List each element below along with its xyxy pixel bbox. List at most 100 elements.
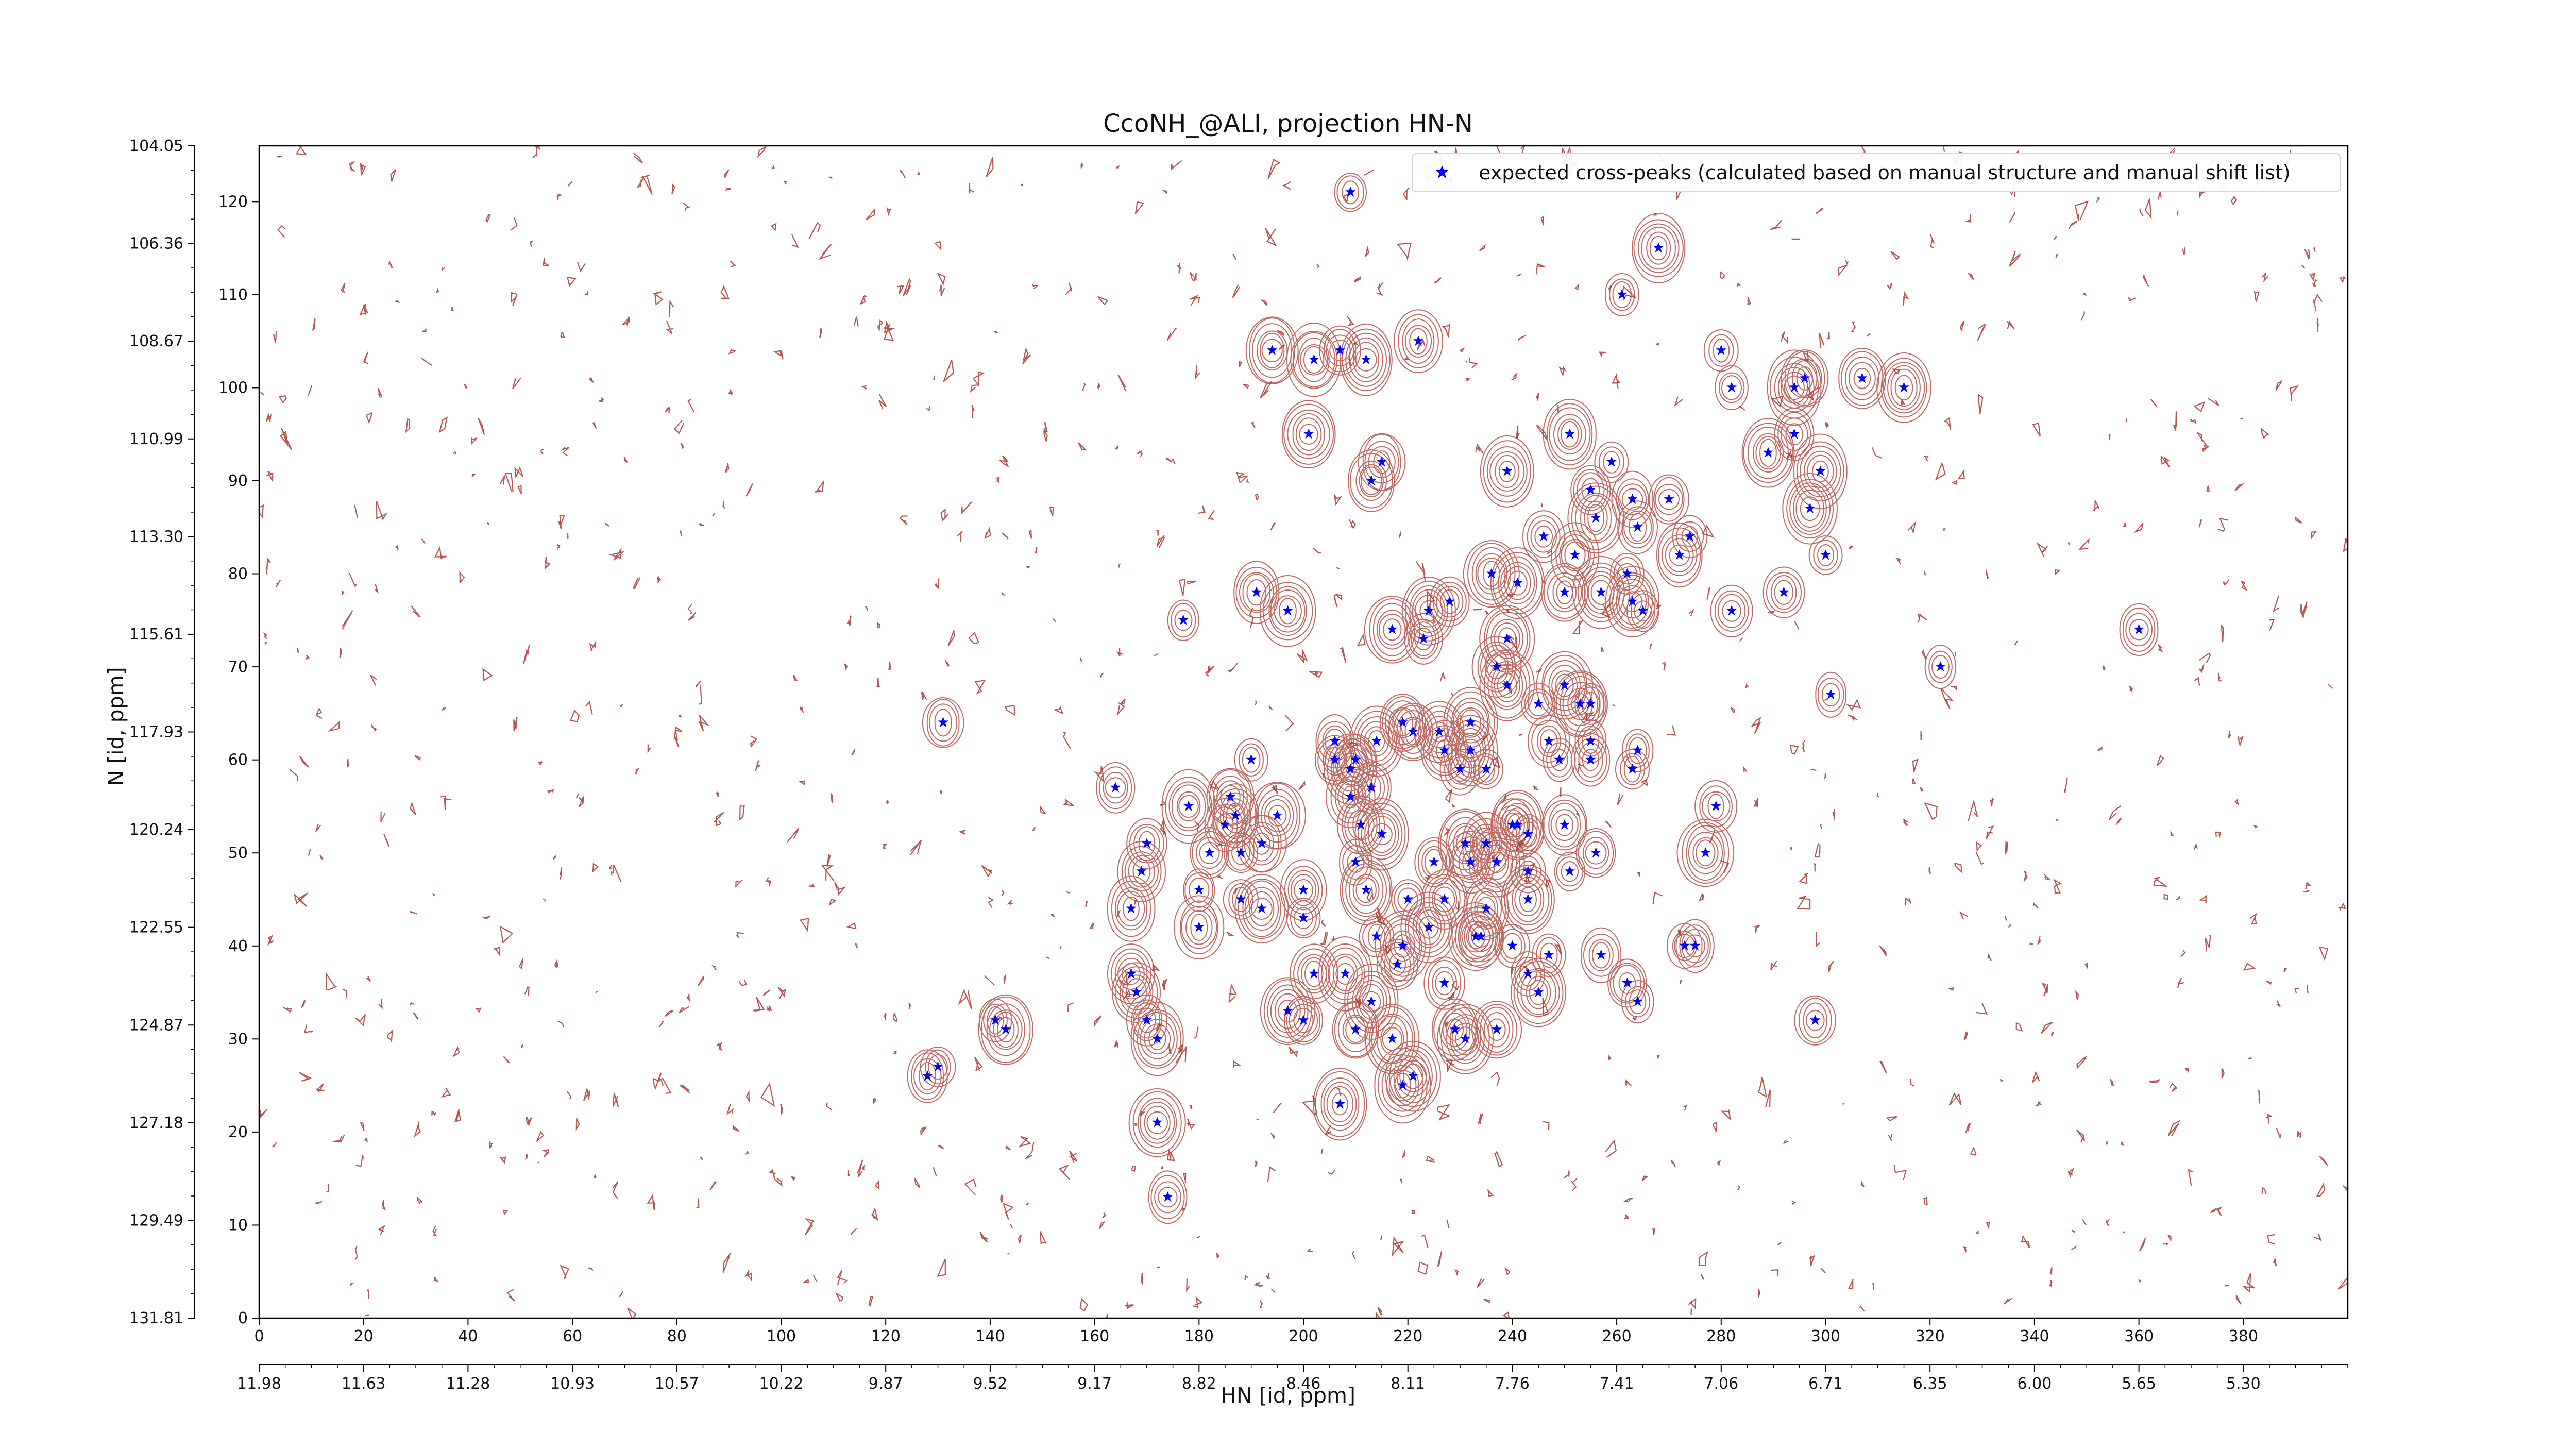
y-ppm-tick-label: 127.18 [129,1114,183,1132]
cross-peak-marker [1455,763,1465,774]
x-ppm-tick-label: 9.87 [869,1375,903,1393]
legend: expected cross-peaks (calculated based o… [1412,153,2341,192]
x-ppm-tick-label: 8.82 [1182,1375,1216,1393]
y-tick-label: 10 [228,1216,248,1234]
cross-peak-marker [1815,465,1826,476]
cross-peak-marker [1935,661,1946,672]
y-tick-label: 0 [238,1309,248,1327]
cross-peak-marker [1627,494,1638,504]
x-ppm-tick-label: 7.06 [1704,1375,1738,1393]
peak-contours [907,173,2159,1224]
x-tick-label: 140 [975,1327,1005,1345]
cross-peak-marker [1345,187,1356,197]
x-ppm-tick-label: 6.00 [2018,1375,2052,1393]
x-tick-label: 380 [2229,1327,2258,1345]
cross-peak-marker [1152,1033,1163,1044]
y-tick-label: 40 [228,937,248,955]
x-tick-label: 80 [667,1327,687,1345]
cross-peak-marker [1522,894,1533,904]
cross-peak-marker [1340,968,1351,979]
cross-peak-marker [1350,754,1361,765]
cross-peak-marker [1805,503,1816,514]
cross-peak-marker [1492,661,1502,672]
cross-peak-marker [1366,782,1377,793]
cross-peak-marker [1685,531,1695,542]
y-ppm-tick-label: 108.67 [129,332,183,350]
x-ppm-tick-label: 9.52 [973,1375,1008,1393]
y-ppm-tick-label: 115.61 [129,626,183,644]
cross-peak-marker [1486,568,1497,579]
x-tick-label: 300 [1811,1327,1840,1345]
cross-peak-marker [1726,605,1737,616]
y-tick-label: 30 [228,1030,248,1048]
cross-peak-marker [1726,382,1737,393]
cross-peak-marker [1246,754,1257,765]
cross-peak-marker [1857,373,1868,383]
cross-peak-marker [2133,624,2144,634]
cross-peak-marker [1408,1070,1418,1081]
cross-peak-marker [1001,1024,1011,1035]
cross-peak-marker [1230,810,1241,820]
cross-peak-marker [1825,689,1836,700]
cross-peak-marker [1585,754,1596,765]
x-tick-label: 280 [1706,1327,1736,1345]
cross-peak-marker [1329,735,1340,746]
cross-peak-marker [1309,968,1319,979]
cross-peak-marker [1204,847,1215,858]
plot-frame [258,145,2349,1319]
cross-peak-marker [1492,1024,1502,1035]
cross-peak-marker [1256,903,1267,914]
x-tick-label: 340 [2020,1327,2049,1345]
cross-peak-marker [1570,549,1580,560]
cross-peak-marker [1575,698,1586,709]
cross-peak-marker [1596,949,1606,960]
cross-peak-marker [1152,1117,1163,1127]
x-axis-label: HN [id, ppm] [1221,1383,1355,1408]
y-ppm-tick-label: 106.36 [129,235,183,253]
cross-peak-marker [1397,1080,1408,1090]
cross-peak-marker [1225,791,1236,802]
cross-peak-marker [1298,912,1309,923]
cross-peak-marker [1533,987,1544,998]
cross-peak-marker [1350,1024,1361,1035]
cross-peak-marker [1439,745,1450,755]
cross-peak-marker [1622,568,1633,579]
legend-label: expected cross-peaks (calculated based o… [1479,161,2291,184]
x-tick-label: 260 [1602,1327,1631,1345]
cross-peak-marker [1700,847,1711,858]
cross-peak-marker [1544,949,1554,960]
cross-peak-marker [1465,717,1476,728]
y-ppm-tick-label: 110.99 [129,430,183,448]
cross-peak-marker [1282,605,1293,616]
cross-peak-marker [1522,829,1533,839]
cross-peak-marker [1397,717,1408,728]
cross-peak-marker [1194,884,1205,895]
cross-peak-marker [1632,745,1643,755]
cross-peak-marker [1183,800,1194,811]
cross-peak-marker [933,1061,943,1072]
cross-peak-marker [1716,345,1726,356]
cross-peak-marker [1408,726,1418,737]
cross-peak-marker [1789,428,1800,439]
cross-peak-marker [1449,1024,1460,1035]
x-ppm-tick-label: 8.46 [1286,1375,1321,1393]
y-ppm-tick-label: 124.87 [129,1016,183,1034]
x-tick-label: 0 [254,1327,264,1345]
cross-peak-marker [1632,521,1643,532]
cross-peak-marker [1810,1015,1821,1025]
x-tick-label: 220 [1393,1327,1422,1345]
cross-peak-marker [1429,856,1439,867]
cross-peak-marker [1470,931,1481,941]
y-ppm-tick-label: 122.55 [129,919,183,937]
cross-peak-marker [1564,428,1575,439]
cross-peak-marker [1533,698,1544,709]
y-tick-label: 70 [228,658,248,676]
cross-peak-marker [1345,791,1356,802]
cross-peak-marker [1481,763,1492,774]
cross-peak-marker [1371,931,1382,941]
cross-peak-marker [1460,1033,1471,1044]
y-tick-label: 60 [228,751,248,769]
peak-marker-layer [922,187,2144,1202]
cross-peak-marker [1538,531,1549,542]
